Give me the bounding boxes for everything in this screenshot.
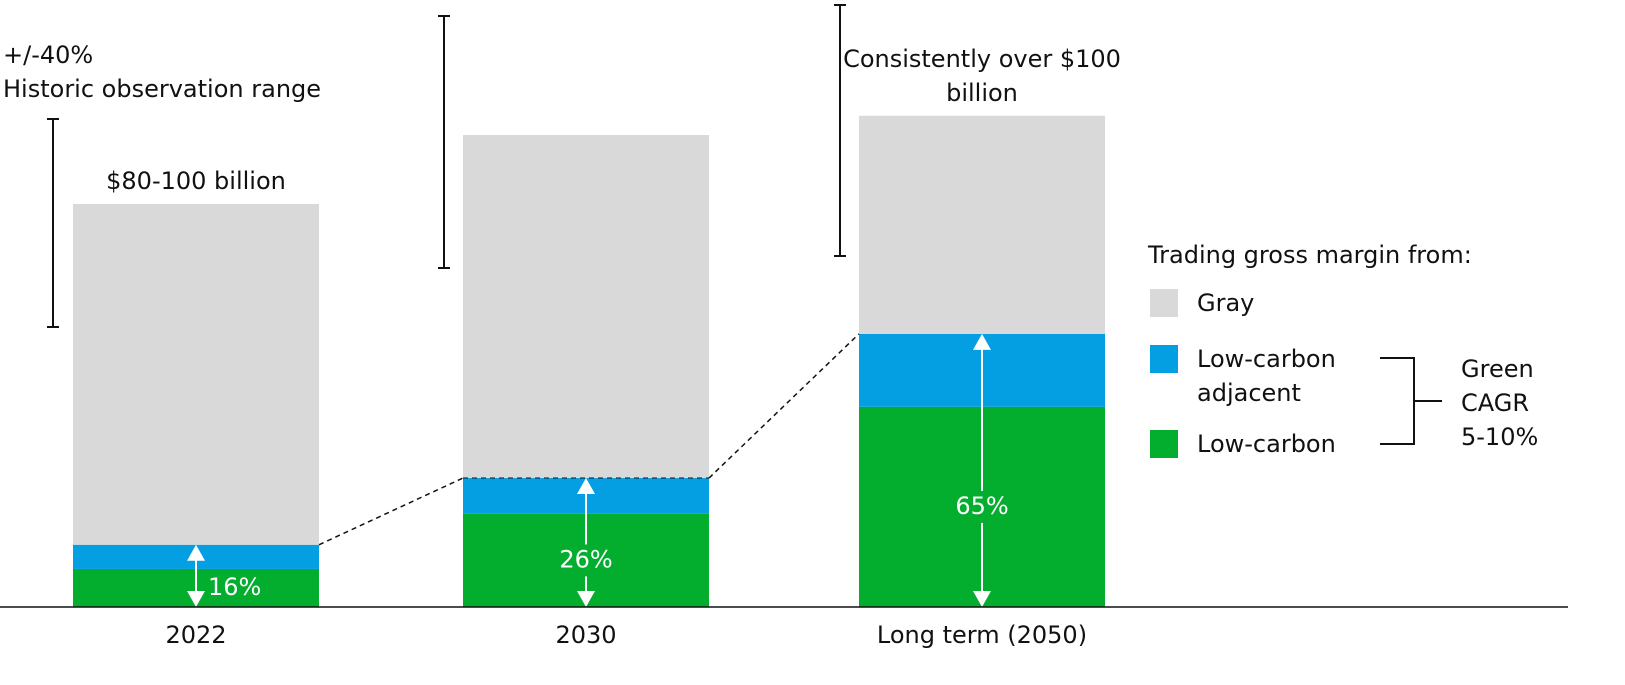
share-label-bg	[952, 490, 1012, 523]
legend-swatch	[1150, 289, 1178, 317]
legend-label: Gray	[1197, 289, 1255, 317]
bar-segment	[859, 115, 1105, 334]
share-label: 16%	[208, 573, 261, 601]
legend-swatch	[1150, 345, 1178, 373]
legend-swatch	[1150, 430, 1178, 458]
arrow-head	[577, 478, 595, 495]
bracket-label: Green CAGR 5-10%	[1461, 355, 1539, 451]
share-label-bg	[556, 544, 616, 577]
legend-label: Low-carbon adjacent	[1197, 345, 1336, 407]
share-label: 26%	[559, 545, 612, 573]
share-label: 65%	[955, 492, 1008, 520]
arrow-head	[187, 544, 205, 561]
arrow-head	[187, 591, 205, 607]
legend-label: Low-carbon	[1197, 430, 1336, 458]
arrow-head	[973, 333, 991, 350]
x-tick-label: 2030	[555, 621, 616, 649]
range-bars	[47, 4, 846, 328]
bar-segment	[73, 204, 319, 545]
x-tick-label: 2022	[165, 621, 226, 649]
arrow-head	[973, 591, 991, 607]
total-label: $80-100 billion	[106, 167, 286, 195]
arrow-head	[577, 591, 595, 607]
legend-bracket	[1380, 357, 1442, 445]
legend-title: Trading gross margin from:	[1148, 241, 1472, 269]
range-label: +/-40%	[3, 41, 94, 69]
total-label: Consistently over $100 billion	[843, 44, 1121, 107]
bar-segment	[463, 135, 709, 479]
connector	[318, 477, 464, 546]
range-caption: Historic observation range	[3, 75, 322, 103]
connector	[708, 333, 860, 479]
x-tick-label: Long term (2050)	[877, 621, 1087, 649]
